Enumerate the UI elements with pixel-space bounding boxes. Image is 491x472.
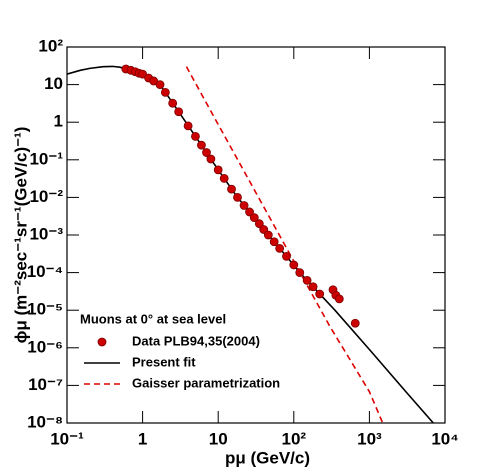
- x-tick-label: 10⁴: [431, 429, 458, 448]
- data-point: [254, 219, 264, 229]
- data-point: [350, 318, 360, 328]
- data-point: [183, 121, 193, 131]
- data-point: [219, 174, 229, 183]
- data-point: [334, 294, 344, 304]
- data-point: [275, 244, 285, 253]
- data-point: [233, 192, 242, 202]
- param-line: [185, 66, 384, 423]
- x-tick-label: 10⁻¹: [50, 429, 84, 448]
- data-point: [160, 88, 170, 97]
- data-point: [174, 107, 184, 117]
- legend-marker: [97, 337, 107, 347]
- data-point: [155, 80, 165, 89]
- x-axis-label: pμ (GeV/c): [225, 448, 310, 467]
- data-point: [295, 268, 305, 278]
- data-point: [191, 131, 200, 141]
- data-point: [168, 98, 178, 108]
- data-point: [302, 276, 312, 285]
- plot-frame: [66, 46, 446, 424]
- x-tick-label: 1: [138, 429, 147, 448]
- y-axis-label: ϕμ (m⁻²sec⁻¹sr⁻¹(GeV/c)⁻¹): [11, 127, 30, 344]
- data-point: [289, 260, 299, 270]
- legend-label: Present fit: [132, 354, 196, 369]
- data-point: [308, 282, 318, 292]
- data-point: [239, 201, 249, 210]
- data-point: [245, 207, 254, 217]
- y-tick-label: 10⁻⁶: [27, 337, 63, 356]
- x-tick-label: 10: [209, 429, 228, 448]
- data-point: [197, 140, 206, 150]
- y-tick-label: 10⁻⁵: [27, 300, 63, 319]
- y-tick-label: 10⁻⁷: [28, 375, 63, 394]
- legend-label: Gaisser parametrization: [132, 375, 280, 390]
- y-tick-label: 1: [54, 112, 63, 131]
- y-tick-label: 10⁻³: [29, 224, 63, 243]
- y-tick-label: 10: [44, 74, 63, 93]
- y-tick-label: 10⁻⁸: [27, 412, 63, 431]
- data-point: [315, 289, 325, 299]
- data-point: [249, 213, 259, 223]
- y-tick-label: 10⁻⁴: [27, 262, 63, 281]
- legend-label: Data PLB94,35(2004): [132, 333, 260, 348]
- data-point: [213, 165, 223, 175]
- data-point: [282, 251, 291, 261]
- fit-line: [67, 65, 434, 423]
- y-tick-label: 10⁻²: [29, 187, 63, 206]
- y-tick-label: 10²: [38, 36, 63, 55]
- data-point: [269, 237, 279, 247]
- legend-title: Muons at 0° at sea level: [80, 311, 226, 326]
- data-point: [227, 184, 236, 194]
- x-tick-label: 10²: [282, 429, 307, 448]
- data-point: [202, 148, 211, 157]
- data-point: [206, 154, 216, 164]
- x-tick-label: 10³: [357, 429, 382, 448]
- y-tick-label: 10⁻¹: [29, 149, 63, 168]
- data-point: [263, 230, 273, 240]
